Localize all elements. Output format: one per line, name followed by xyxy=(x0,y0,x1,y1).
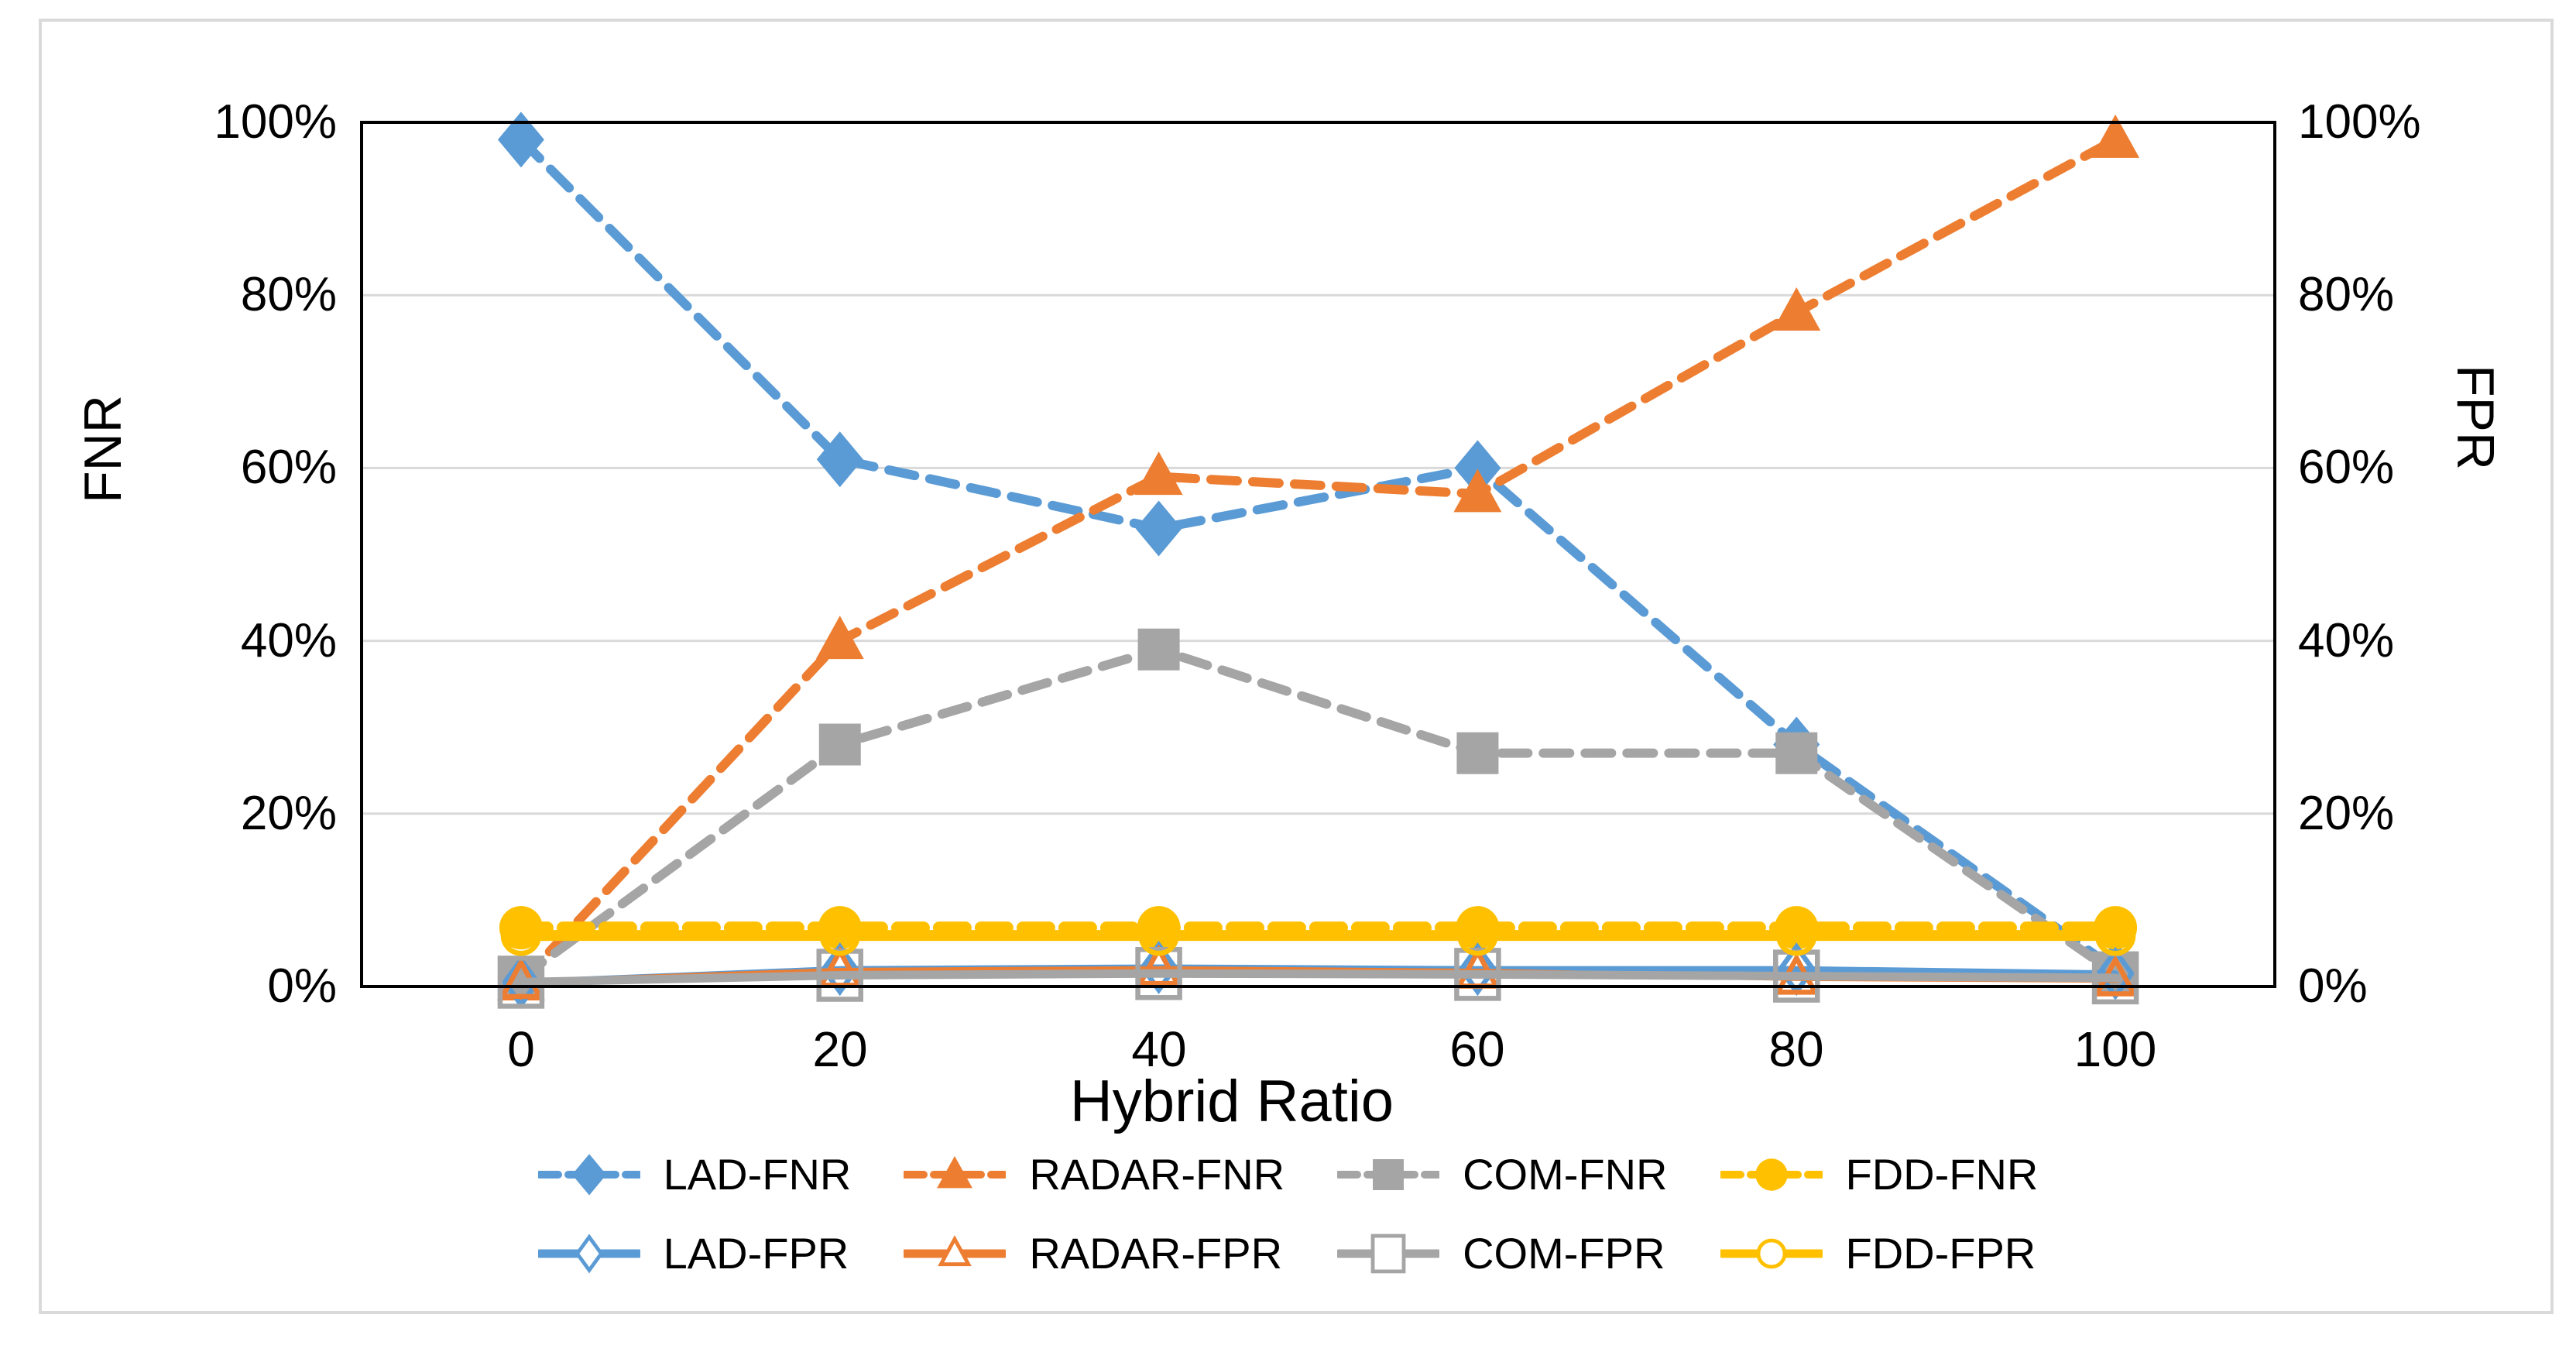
x-axis-tick-20: 20 xyxy=(812,1021,868,1077)
y-axis-right-tick-40: 40% xyxy=(2298,614,2395,667)
chart-legend: LAD-FNR RADAR-FNR COM-FNR FDD-FNR LAD-FP… xyxy=(0,1145,2576,1283)
legend-item-lad-fpr: LAD-FPR xyxy=(537,1224,852,1283)
legend-sample-com-fnr xyxy=(1337,1159,1440,1190)
legend-label: COM-FPR xyxy=(1463,1229,1665,1278)
figure-border xyxy=(39,19,2554,1314)
legend-sample-lad-fnr xyxy=(537,1154,640,1196)
legend-sample-radar-fnr xyxy=(904,1155,1007,1189)
y-axis-left-tick-0: 0% xyxy=(267,959,337,1013)
x-axis-tick-100: 100 xyxy=(2073,1021,2157,1077)
plot-border xyxy=(360,121,2276,988)
legend-sample-com-fpr xyxy=(1337,1233,1440,1274)
legend-item-lad-fnr: LAD-FNR xyxy=(537,1145,852,1204)
x-axis-tick-0: 0 xyxy=(507,1021,535,1077)
legend-item-com-fnr: COM-FNR xyxy=(1337,1145,1668,1204)
y-axis-right-tick-20: 20% xyxy=(2298,787,2395,840)
x-axis-tick-80: 80 xyxy=(1768,1021,1824,1077)
legend-item-radar-fpr: RADAR-FPR xyxy=(904,1224,1285,1283)
legend-item-com-fpr: COM-FPR xyxy=(1337,1224,1667,1283)
y-axis-left-title: FNR xyxy=(74,395,132,503)
x-axis-tick-60: 60 xyxy=(1449,1021,1505,1077)
legend-label: LAD-FNR xyxy=(663,1150,852,1199)
y-axis-left-tick-100: 100% xyxy=(214,95,337,149)
y-axis-left-tick-80: 80% xyxy=(240,268,337,321)
legend-label: COM-FNR xyxy=(1463,1150,1668,1199)
legend-label: RADAR-FPR xyxy=(1029,1229,1283,1278)
data-series-lines xyxy=(496,112,2140,1009)
legend-sample-radar-fpr xyxy=(904,1235,1007,1267)
legend-label: RADAR-FNR xyxy=(1029,1150,1285,1199)
legend-sample-fdd-fnr xyxy=(1720,1158,1823,1191)
y-axis-right-tick-80: 80% xyxy=(2298,268,2395,321)
legend-item-radar-fnr: RADAR-FNR xyxy=(904,1145,1285,1204)
legend-item-fdd-fnr: FDD-FNR xyxy=(1720,1145,2039,1204)
legend-sample-fdd-fpr xyxy=(1720,1238,1823,1269)
x-axis-title: Hybrid Ratio xyxy=(1069,1069,1394,1134)
gridlines xyxy=(362,293,2275,815)
legend-label: FDD-FNR xyxy=(1845,1150,2039,1199)
y-axis-right-title: FPR xyxy=(2446,365,2505,470)
legend-label: FDD-FPR xyxy=(1845,1229,2036,1278)
legend-item-fdd-fpr: FDD-FPR xyxy=(1720,1224,2039,1283)
legend-sample-lad-fpr xyxy=(537,1233,640,1274)
y-axis-right-tick-0: 0% xyxy=(2298,959,2368,1013)
y-axis-left-tick-40: 40% xyxy=(240,614,337,667)
y-axis-left-tick-60: 60% xyxy=(240,441,337,494)
y-axis-right-tick-100: 100% xyxy=(2298,95,2421,149)
x-axis-tick-40: 40 xyxy=(1131,1021,1187,1077)
y-axis-right-tick-60: 60% xyxy=(2298,441,2395,494)
legend-label: LAD-FPR xyxy=(663,1229,849,1278)
y-axis-left-tick-20: 20% xyxy=(240,787,337,840)
